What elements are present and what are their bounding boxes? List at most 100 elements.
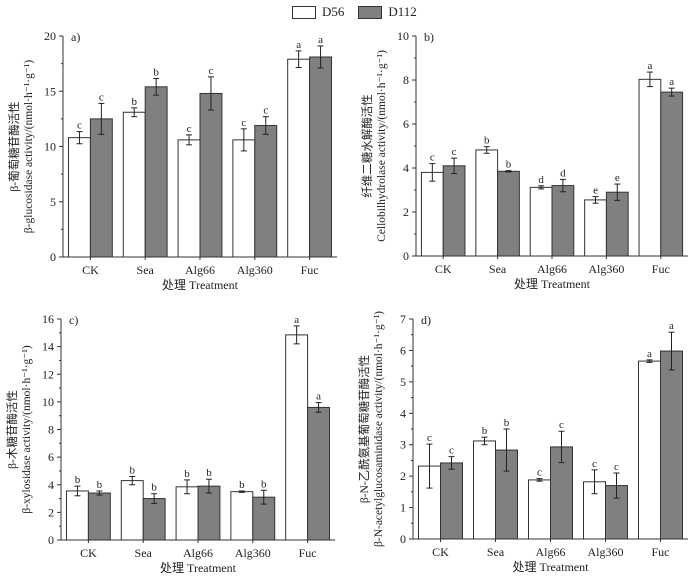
bar-d56-alg66: [177, 139, 201, 258]
bar-d56-sea: [475, 149, 499, 257]
x-tick-label: Fuc: [652, 262, 670, 276]
bar-d56-alg360: [232, 139, 256, 258]
significance-letter: b: [75, 474, 81, 486]
bar-d112-fuc: [307, 406, 331, 541]
x-tick-label: Fuc: [299, 546, 317, 560]
y-tick-label: 6: [403, 117, 409, 131]
y-tick-label: 4: [48, 478, 54, 492]
x-axis-title: 处理 Treatment: [513, 560, 590, 574]
x-tick-label: Alg360: [235, 546, 271, 560]
bar-d112-ck: [442, 165, 466, 257]
significance-letter: b: [484, 135, 490, 147]
chart-b-cellobiohydrolase: 0 2 4 6 8 10 b) CK c c Sea b b Alg66 d d Alg360 e e Fuc a a 处理…: [360, 29, 688, 291]
bar-d112-ck: [89, 118, 113, 258]
legend-swatch-d112: [358, 5, 383, 19]
y-tick-label: 2: [48, 505, 54, 519]
significance-letter: a: [318, 34, 323, 46]
significance-letter: a: [294, 314, 299, 326]
legend-item-d56: D56: [292, 4, 344, 20]
significance-letter: c: [241, 117, 246, 129]
legend-item-d112: D112: [358, 4, 417, 20]
bar-d112-alg66: [197, 485, 221, 541]
x-axis-title: 处理 Treatment: [162, 278, 239, 292]
significance-letter: b: [153, 67, 159, 79]
significance-letter: a: [669, 320, 674, 332]
significance-letter: a: [296, 39, 301, 51]
y-tick-label: 4: [400, 406, 406, 420]
y-tick-label: 5: [400, 375, 406, 389]
bar-d56-alg66: [528, 479, 551, 540]
bar-d56-fuc: [638, 78, 662, 257]
y-tick-label: 16: [42, 312, 54, 326]
bar-d56-alg66: [529, 186, 553, 257]
y-axis-title-en: β-xylosidase activity/(nmol·h⁻¹·g⁻¹): [21, 345, 33, 513]
bar-d56-ck: [65, 490, 89, 541]
x-tick-label: CK: [432, 545, 449, 559]
chart-a-glucosidase: 0 5 10 15 20 a) CK c c Sea b b Alg66 c c Alg360 c c Fuc a a 处…: [7, 29, 337, 292]
significance-letter: c: [537, 467, 542, 479]
bar-d112-fuc: [309, 56, 333, 258]
y-tick-label: 3: [400, 438, 406, 452]
y-tick-label: 6: [48, 450, 54, 464]
x-tick-label: Sea: [137, 263, 155, 277]
legend-label-d112: D112: [388, 4, 417, 19]
bar-d56-fuc: [638, 360, 661, 540]
y-tick-label: 1: [400, 501, 406, 515]
bar-d56-sea: [120, 480, 144, 541]
y-axis-title-en: β-N-acetylglucosaminidase activity/(nmol…: [373, 311, 385, 547]
y-axis-title-en: β-glucosidase activity/(nmol·h⁻¹·g⁻¹): [23, 60, 35, 234]
x-tick-label: Alg360: [588, 545, 624, 559]
significance-letter: a: [669, 76, 674, 88]
bar-d112-fuc: [660, 350, 683, 540]
bar-d112-sea: [144, 86, 168, 258]
y-tick-label: 10: [397, 29, 409, 43]
y-tick-label: 14: [42, 340, 54, 354]
bar-d112-alg360: [605, 191, 629, 257]
legend-swatch-d56: [292, 5, 316, 19]
bar-d56-ck: [67, 137, 91, 258]
x-tick-label: Alg66: [537, 262, 567, 276]
y-tick-label: 8: [48, 423, 54, 437]
significance-letter: c: [592, 458, 597, 470]
bar-d112-fuc: [660, 91, 684, 257]
bar-d112-alg66: [199, 92, 223, 258]
panel-label: d): [421, 313, 431, 327]
x-tick-label: CK: [435, 262, 452, 276]
y-axis-title-cn: β-N-乙酰氨基葡萄糖苷酶活性: [357, 355, 371, 503]
x-axis-title: 处理 Treatment: [160, 561, 237, 575]
significance-letter: a: [647, 348, 652, 360]
significance-letter: b: [97, 479, 103, 491]
y-axis-title-cn: 纤维二糖水解酶活性: [360, 94, 374, 198]
significance-letter: b: [504, 417, 510, 429]
significance-letter: a: [647, 60, 652, 72]
y-tick-label: 2: [403, 205, 409, 219]
panel-label: b): [424, 30, 434, 44]
significance-letter: b: [506, 159, 512, 171]
significance-letter: b: [482, 425, 488, 437]
bar-d56-sea: [122, 111, 146, 258]
x-axis-title: 处理 Treatment: [514, 277, 591, 291]
bar-d56-fuc: [285, 334, 309, 541]
significance-letter: b: [261, 478, 267, 490]
x-tick-label: Alg66: [185, 263, 215, 277]
y-axis-title-en: Cellobilhydrolase activity/(nmol·h⁻¹·g⁻¹…: [376, 50, 388, 242]
y-tick-label: 0: [50, 250, 56, 264]
significance-letter: c: [559, 419, 564, 431]
significance-letter: a: [316, 391, 321, 403]
bar-d56-alg360: [584, 199, 607, 257]
x-tick-label: Sea: [489, 262, 507, 276]
significance-letter: b: [131, 96, 137, 108]
significance-letter: e: [615, 172, 620, 184]
x-tick-label: CK: [80, 546, 97, 560]
significance-letter: c: [77, 120, 82, 132]
significance-letter: b: [129, 464, 135, 476]
y-tick-label: 5: [50, 195, 56, 209]
bar-d112-alg360: [254, 125, 278, 258]
bar-d112-ck: [440, 462, 463, 540]
x-tick-label: Fuc: [652, 545, 670, 559]
x-tick-label: Sea: [487, 545, 505, 559]
significance-letter: c: [209, 65, 214, 77]
significance-letter: c: [187, 123, 192, 135]
x-tick-label: Alg66: [183, 546, 213, 560]
y-tick-label: 2: [400, 469, 406, 483]
